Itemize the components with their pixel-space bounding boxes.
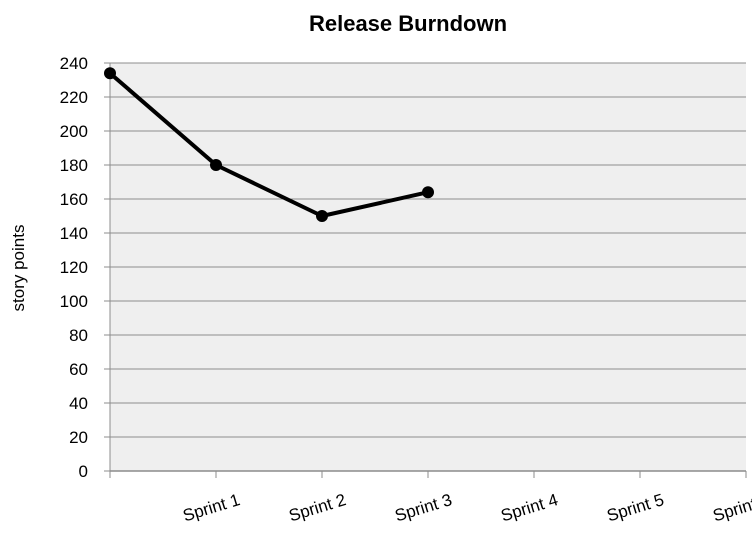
y-tick-label: 160: [60, 190, 88, 209]
data-point: [210, 159, 222, 171]
y-tick-label: 220: [60, 88, 88, 107]
y-tick-label: 80: [69, 326, 88, 345]
series-line: [108, 71, 430, 218]
y-tick-label: 40: [69, 394, 88, 413]
y-tick-label: 20: [69, 428, 88, 447]
y-tick-label: 200: [60, 122, 88, 141]
x-tick-label: Sprint 2: [287, 490, 349, 525]
y-axis-title: story points: [9, 225, 28, 312]
y-tick-label: 140: [60, 224, 88, 243]
x-tick-label: Sprint 5: [605, 490, 667, 525]
chart-title: Release Burndown: [309, 11, 507, 36]
y-tick-label: 0: [79, 462, 88, 481]
data-point: [422, 186, 434, 199]
y-tick-label: 240: [60, 54, 88, 73]
data-point: [316, 210, 328, 222]
y-tick-label: 180: [60, 156, 88, 175]
x-tick-label: Sprint 4: [499, 490, 561, 525]
data-point: [104, 67, 116, 80]
x-tick-label: Sprint 3: [393, 490, 455, 525]
x-tick-label: Sprint 6: [711, 490, 752, 525]
y-tick-label: 120: [60, 258, 88, 277]
y-tick-label: 60: [69, 360, 88, 379]
x-tick-label: Sprint 1: [181, 490, 243, 525]
y-tick-label: 100: [60, 292, 88, 311]
